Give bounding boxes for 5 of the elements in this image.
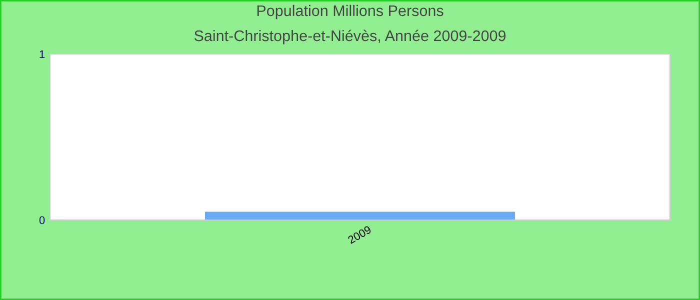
chart-subtitle: Saint-Christophe-et-Niévès, Année 2009-2009 (194, 30, 506, 44)
y-tick-label: 1 (40, 50, 45, 58)
y-tick-label: 0 (39, 216, 45, 224)
x-tick-label: 2009 (347, 225, 372, 244)
chart-title: Population Millions Persons (257, 4, 444, 20)
